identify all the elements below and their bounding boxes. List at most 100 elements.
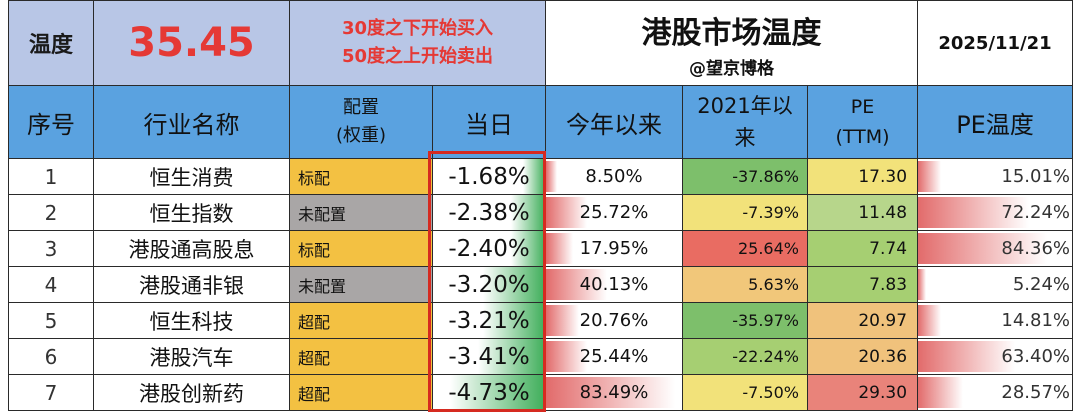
table-row: 1 恒生消费 标配 -1.68% 8.50% -37.86% 17.30 15.01% — [8, 158, 1074, 195]
since-2021-change: -7.39% — [682, 194, 808, 231]
row-index: 7 — [8, 374, 94, 411]
ytd-value: 8.50% — [585, 166, 643, 187]
pe-temp-bar — [918, 233, 1048, 264]
ytd-change: 8.50% — [545, 158, 683, 195]
pe-temp-bar — [918, 341, 1016, 372]
col-header-index: 序号 — [8, 85, 94, 159]
pe-temp-bar — [918, 161, 942, 192]
ytd-change: 25.72% — [545, 194, 683, 231]
day-change: -3.21% — [432, 302, 546, 339]
since-2021-change: -37.86% — [682, 158, 808, 195]
pe-temperature: 28.57% — [917, 374, 1074, 411]
allocation: 超配 — [289, 302, 433, 339]
day-bar — [477, 339, 545, 374]
industry-name: 港股汽车 — [93, 338, 290, 375]
pe-temp-bar — [918, 377, 963, 408]
since-header-line1: 2021年以 — [697, 94, 793, 118]
ytd-bar — [546, 161, 557, 192]
day-change: -3.20% — [432, 266, 546, 303]
day-value: -3.21% — [448, 307, 530, 334]
day-bar — [511, 231, 545, 266]
day-bar — [483, 303, 545, 338]
day-value: -3.20% — [448, 271, 530, 298]
trading-rule: 30度之下开始买入 50度之上开始卖出 — [289, 0, 546, 86]
ytd-change: 40.13% — [545, 266, 683, 303]
col-header-since2021: 2021年以 来 — [682, 85, 808, 159]
title-block: 港股市场温度 @望京博格 — [544, 0, 919, 86]
row-index: 2 — [8, 194, 94, 231]
row-index: 5 — [8, 302, 94, 339]
pe-temp-value: 15.01% — [1001, 166, 1071, 187]
allocation: 未配置 — [289, 194, 433, 231]
pe-header-line2: (TTM) — [835, 126, 890, 148]
industry-name: 恒生消费 — [93, 158, 290, 195]
day-bar — [522, 159, 545, 194]
row-index: 6 — [8, 338, 94, 375]
since-2021-change: -22.24% — [682, 338, 808, 375]
col-header-alloc: 配置 (权重) — [289, 85, 433, 159]
pe-temp-value: 28.57% — [1001, 382, 1071, 403]
allocation: 超配 — [289, 374, 433, 411]
pe-ttm: 29.30 — [806, 374, 919, 411]
ytd-value: 25.72% — [579, 202, 649, 223]
pe-temp-bar — [918, 197, 1029, 228]
report-date: 2025/11/21 — [917, 0, 1074, 86]
industry-name: 恒生科技 — [93, 302, 290, 339]
since-2021-change: 5.63% — [682, 266, 808, 303]
pe-temperature: 5.24% — [917, 266, 1074, 303]
pe-temperature: 15.01% — [917, 158, 1074, 195]
allocation: 标配 — [289, 230, 433, 267]
pe-ttm: 11.48 — [806, 194, 919, 231]
ytd-value: 83.49% — [579, 382, 649, 403]
pe-ttm: 20.97 — [806, 302, 919, 339]
rule-buy: 30度之下开始买入 — [341, 18, 494, 39]
day-change: -3.41% — [432, 338, 546, 375]
allocation: 超配 — [289, 338, 433, 375]
day-bar — [449, 375, 545, 410]
pe-header-line1: PE — [850, 96, 875, 118]
ytd-value: 40.13% — [579, 274, 649, 295]
pe-temp-value: 84.36% — [1001, 238, 1071, 259]
col-header-pe-temp: PE温度 — [917, 85, 1074, 159]
day-bar — [511, 195, 545, 230]
alloc-header-line1: 配置 — [343, 97, 379, 118]
pe-temp-value: 5.24% — [1012, 274, 1071, 295]
ytd-change: 25.44% — [545, 338, 683, 375]
table-row: 3 港股通高股息 标配 -2.40% 17.95% 25.64% 7.74 84.36% — [8, 230, 1074, 267]
pe-temperature: 14.81% — [917, 302, 1074, 339]
col-header-ytd: 今年以来 — [545, 85, 683, 159]
table-row: 4 港股通非银 未配置 -3.20% 40.13% 5.63% 7.83 5.24% — [8, 266, 1074, 303]
pe-temp-value: 14.81% — [1001, 310, 1071, 331]
row-index: 3 — [8, 230, 94, 267]
ytd-value: 20.76% — [579, 310, 649, 331]
pe-ttm: 7.74 — [806, 230, 919, 267]
row-index: 4 — [8, 266, 94, 303]
industry-name: 港股通高股息 — [93, 230, 290, 267]
since-2021-change: -35.97% — [682, 302, 808, 339]
since-2021-change: 25.64% — [682, 230, 808, 267]
pe-ttm: 20.36 — [806, 338, 919, 375]
pe-temperature: 84.36% — [917, 230, 1074, 267]
rule-sell: 50度之上开始卖出 — [341, 46, 494, 67]
pe-ttm: 17.30 — [806, 158, 919, 195]
day-value: -3.41% — [448, 343, 530, 370]
alloc-header-line2: (权重) — [335, 125, 387, 146]
day-value: -2.40% — [448, 235, 530, 262]
temperature-label: 温度 — [8, 0, 94, 86]
ytd-bar — [546, 377, 676, 408]
allocation: 未配置 — [289, 266, 433, 303]
pe-temp-value: 72.24% — [1001, 202, 1071, 223]
temperature-table: 温度 35.45 30度之下开始买入 50度之上开始卖出 港股市场温度 @望京博… — [8, 0, 1074, 411]
ytd-bar — [546, 197, 587, 228]
day-change: -2.40% — [432, 230, 546, 267]
ytd-change: 83.49% — [545, 374, 683, 411]
pe-temp-bar — [918, 305, 942, 336]
table-row: 6 港股汽车 超配 -3.41% 25.44% -22.24% 20.36 63.40% — [8, 338, 1074, 375]
author-handle: @望京博格 — [689, 58, 774, 79]
pe-temperature: 72.24% — [917, 194, 1074, 231]
day-change: -1.68% — [432, 158, 546, 195]
since-header-line2: 来 — [734, 126, 756, 150]
ytd-bar — [546, 341, 587, 372]
col-header-name: 行业名称 — [93, 85, 290, 159]
